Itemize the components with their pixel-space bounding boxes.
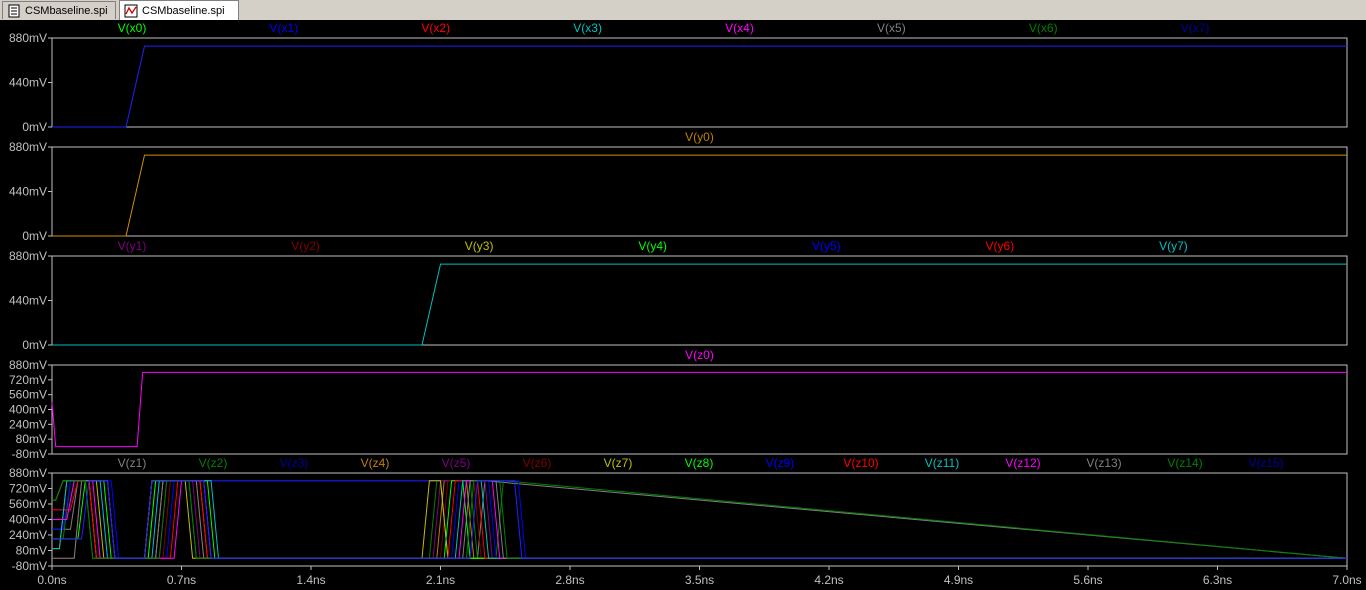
trace-name-label: V(z10) bbox=[843, 456, 878, 470]
y-tick-label: 440mV bbox=[9, 294, 47, 308]
series-line bbox=[51, 371, 1347, 448]
trace-name-label: V(z3) bbox=[280, 456, 309, 470]
series-line bbox=[52, 154, 1347, 237]
tab-netlist[interactable]: CSMbaseline.spi bbox=[2, 1, 116, 19]
pane-frame bbox=[51, 364, 1348, 455]
trace-name-label: V(z2) bbox=[199, 456, 228, 470]
trace-name-label: V(z13) bbox=[1086, 456, 1121, 470]
trace-name-label: V(z12) bbox=[1005, 456, 1040, 470]
trace-name-label: V(z0) bbox=[685, 348, 714, 362]
trace-name-label: V(z7) bbox=[604, 456, 633, 470]
x-tick-label: 2.1ns bbox=[426, 573, 455, 587]
x-tick-label: 5.6ns bbox=[1073, 573, 1102, 587]
pane-frame bbox=[51, 37, 1348, 128]
series-line bbox=[52, 263, 1347, 346]
x-tick-label: 3.5ns bbox=[685, 573, 714, 587]
trace-name-label: V(z5) bbox=[442, 456, 471, 470]
x-tick-label: 2.8ns bbox=[555, 573, 584, 587]
plot-pane-0: 880mV 440mV 0mV V(x0) V(x1) V(x2) V(x3) V(x4) V(… bbox=[9, 21, 1348, 134]
y-tick-label: 560mV bbox=[9, 497, 47, 511]
pane-frame bbox=[51, 472, 1348, 567]
y-tick-label: -80mV bbox=[12, 559, 47, 573]
trace-name-label: V(x5) bbox=[877, 21, 906, 35]
x-tick-label: 1.4ns bbox=[296, 573, 325, 587]
y-tick-label: 0mV bbox=[22, 229, 47, 243]
y-tick-label: 240mV bbox=[9, 417, 47, 431]
y-tick-label: 440mV bbox=[9, 185, 47, 199]
y-tick-label: 880mV bbox=[9, 466, 47, 480]
waveform-plot-icon bbox=[124, 4, 138, 18]
pane-frame bbox=[51, 146, 1348, 237]
tab-waveform[interactable]: CSMbaseline.spi bbox=[119, 0, 239, 20]
trace-name-label: V(z14) bbox=[1167, 456, 1202, 470]
trace-name-label: V(z15) bbox=[1248, 456, 1283, 470]
y-tick-label: -80mV bbox=[12, 447, 47, 461]
trace-name-label: V(x6) bbox=[1029, 21, 1058, 35]
x-tick-label: 7.0ns bbox=[1332, 573, 1361, 587]
trace-name-label: V(y5) bbox=[812, 239, 841, 253]
tab-label: CSMbaseline.spi bbox=[25, 4, 108, 17]
trace-name-label: V(y3) bbox=[465, 239, 494, 253]
trace-name-label: V(x0) bbox=[118, 21, 147, 35]
y-tick-label: 440mV bbox=[9, 76, 47, 90]
y-tick-label: 240mV bbox=[9, 528, 47, 542]
trace-name-label: V(y2) bbox=[291, 239, 320, 253]
trace-name-label: V(x1) bbox=[270, 21, 299, 35]
trace-name-label: V(z9) bbox=[766, 456, 795, 470]
waveform-viewer[interactable]: 880mV 440mV 0mV V(x0) V(x1) V(x2) V(x3) V(x4) V(… bbox=[0, 20, 1366, 590]
y-tick-label: 400mV bbox=[9, 403, 47, 417]
y-tick-label: 80mV bbox=[16, 432, 47, 446]
trace-name-label: V(z1) bbox=[118, 456, 147, 470]
y-tick-label: 80mV bbox=[16, 544, 47, 558]
y-tick-label: 880mV bbox=[9, 140, 47, 154]
trace-name-label: V(z4) bbox=[361, 456, 390, 470]
trace-name-label: V(x7) bbox=[1181, 21, 1210, 35]
trace-name-label: V(z11) bbox=[925, 456, 959, 470]
trace-name-label: V(y6) bbox=[986, 239, 1015, 253]
x-tick-label: 0.7ns bbox=[167, 573, 196, 587]
y-tick-label: 0mV bbox=[22, 338, 47, 352]
series-line bbox=[52, 45, 1347, 128]
tab-bar: CSMbaseline.spi CSMbaseline.spi bbox=[0, 0, 1366, 21]
trace-name-label: V(x2) bbox=[421, 21, 450, 35]
tab-label: CSMbaseline.spi bbox=[142, 4, 225, 17]
netlist-document-icon bbox=[7, 4, 21, 18]
x-tick-label: 6.3ns bbox=[1203, 573, 1232, 587]
plot-pane-1: 880mV 440mV 0mV V(y0) bbox=[9, 130, 1348, 243]
waveform-chart[interactable]: 880mV 440mV 0mV V(x0) V(x1) V(x2) V(x3) V(x4) V(… bbox=[0, 20, 1366, 590]
trace-name-label: V(y1) bbox=[118, 239, 147, 253]
trace-name-label: V(y0) bbox=[685, 130, 714, 144]
trace-name-label: V(x3) bbox=[573, 21, 602, 35]
y-tick-label: 880mV bbox=[9, 31, 47, 45]
trace-name-label: V(x4) bbox=[725, 21, 754, 35]
pane-frame bbox=[51, 255, 1348, 346]
y-tick-label: 880mV bbox=[9, 249, 47, 263]
y-tick-label: 880mV bbox=[9, 358, 47, 372]
trace-name-label: V(z6) bbox=[523, 456, 552, 470]
y-tick-label: 560mV bbox=[9, 388, 47, 402]
series-line bbox=[52, 480, 1347, 559]
y-tick-label: 400mV bbox=[9, 513, 47, 527]
x-tick-label: 4.2ns bbox=[814, 573, 843, 587]
plot-pane-2: 880mV 440mV 0mV V(y1) V(y2) V(y3) V(y4) V(y5) V(… bbox=[9, 239, 1348, 352]
y-tick-label: 720mV bbox=[9, 482, 47, 496]
x-tick-label: 4.9ns bbox=[944, 573, 973, 587]
trace-name-label: V(y4) bbox=[638, 239, 667, 253]
y-tick-label: 0mV bbox=[22, 120, 47, 134]
y-tick-label: 720mV bbox=[9, 373, 47, 387]
trace-name-label: V(z8) bbox=[685, 456, 714, 470]
trace-name-label: V(y7) bbox=[1159, 239, 1188, 253]
x-tick-label: 0.0ns bbox=[37, 573, 66, 587]
